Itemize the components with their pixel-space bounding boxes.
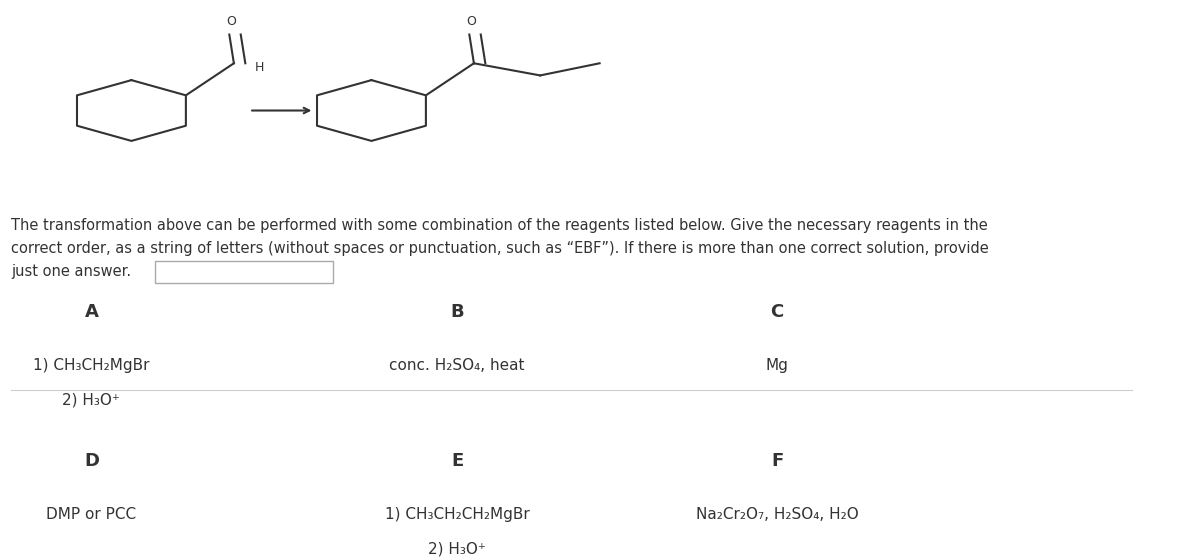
Text: H: H: [254, 61, 264, 74]
Text: Mg: Mg: [766, 358, 788, 373]
Text: 1) CH₃CH₂MgBr: 1) CH₃CH₂MgBr: [34, 358, 150, 373]
Text: 1) CH₃CH₂CH₂MgBr: 1) CH₃CH₂CH₂MgBr: [385, 508, 529, 522]
Text: conc. H₂SO₄, heat: conc. H₂SO₄, heat: [390, 358, 524, 373]
FancyBboxPatch shape: [156, 261, 332, 283]
Text: O: O: [467, 15, 476, 28]
Text: E: E: [451, 452, 463, 470]
Text: D: D: [84, 452, 98, 470]
Text: DMP or PCC: DMP or PCC: [47, 508, 137, 522]
Text: F: F: [772, 452, 784, 470]
Text: B: B: [450, 302, 464, 320]
Text: A: A: [84, 302, 98, 320]
Text: 2) H₃O⁺: 2) H₃O⁺: [62, 392, 120, 408]
Text: The transformation above can be performed with some combination of the reagents : The transformation above can be performe…: [12, 218, 989, 279]
Text: C: C: [770, 302, 784, 320]
Text: 2) H₃O⁺: 2) H₃O⁺: [428, 542, 486, 557]
Text: O: O: [227, 15, 236, 28]
Text: Na₂Cr₂O₇, H₂SO₄, H₂O: Na₂Cr₂O₇, H₂SO₄, H₂O: [696, 508, 858, 522]
